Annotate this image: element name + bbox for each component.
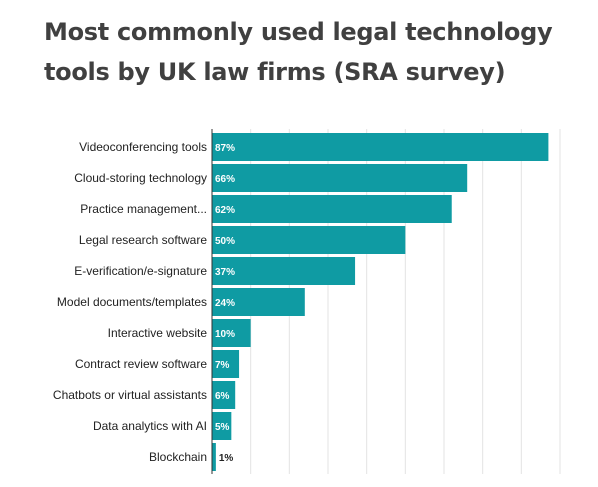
- bar: [212, 133, 549, 161]
- value-label: 66%: [215, 174, 235, 185]
- category-label: Videoconferencing tools: [79, 140, 207, 154]
- category-label: Legal research software: [79, 233, 207, 247]
- category-label: Interactive website: [108, 326, 208, 340]
- bar: [212, 226, 406, 254]
- value-labels: 87% 66% 62% 50% 37% 24% 10% 7% 6% 5% 1%: [215, 143, 235, 464]
- value-label: 10%: [215, 329, 235, 340]
- category-label: Contract review software: [75, 357, 207, 371]
- category-label: Practice management...: [80, 202, 207, 216]
- value-label: 1%: [219, 453, 234, 464]
- value-label: 37%: [215, 267, 235, 278]
- bar: [212, 288, 305, 316]
- category-label: Chatbots or virtual assistants: [53, 388, 207, 402]
- category-label: Blockchain: [149, 450, 207, 464]
- category-label: Model documents/templates: [57, 295, 207, 309]
- category-label: Cloud-storing technology: [74, 171, 207, 185]
- category-labels: Videoconferencing tools Cloud-storing tec…: [53, 140, 207, 464]
- bar: [212, 443, 216, 471]
- value-label: 7%: [215, 360, 230, 371]
- chart-title: Most commonly used legal technology tool…: [44, 18, 553, 86]
- bar: [212, 350, 240, 378]
- bar: [212, 412, 232, 440]
- category-label: E-verification/e-signature: [74, 264, 207, 278]
- bar: [212, 381, 236, 409]
- bar: [212, 195, 452, 223]
- value-label: 50%: [215, 236, 235, 247]
- value-label: 62%: [215, 205, 235, 216]
- value-label: 6%: [215, 391, 230, 402]
- category-label: Data analytics with AI: [93, 419, 207, 433]
- value-label: 5%: [215, 422, 230, 433]
- bars: [212, 133, 549, 471]
- value-label: 87%: [215, 143, 235, 154]
- bar: [212, 319, 251, 347]
- bar: [212, 257, 356, 285]
- value-label: 24%: [215, 298, 235, 309]
- bar: [212, 164, 468, 192]
